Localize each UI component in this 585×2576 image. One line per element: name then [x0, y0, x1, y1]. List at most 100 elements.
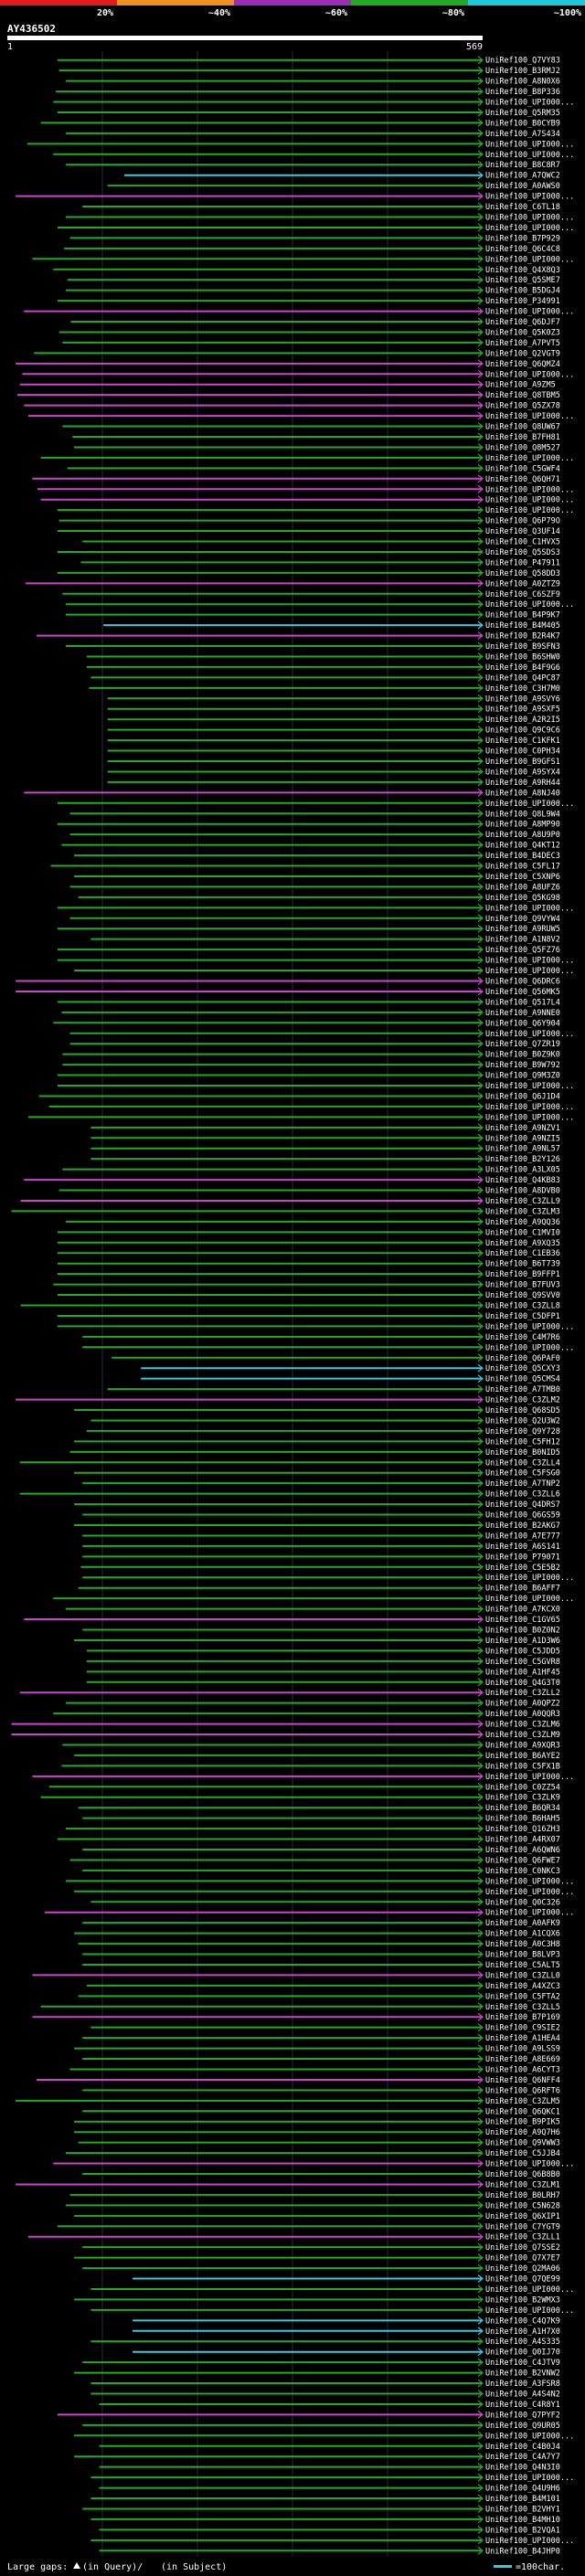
- hit-label: UniRef100_Q0C326: [485, 1898, 560, 1907]
- hit-arrow-icon: [477, 736, 484, 745]
- hit-arrow-icon: [477, 673, 484, 682]
- hit-arrow-icon: [477, 893, 484, 902]
- hit-label: UniRef100_A9SVY6: [485, 694, 560, 704]
- hit-arrow-icon: [477, 1353, 484, 1362]
- hit-label: UniRef100_C1MVI0: [485, 1228, 560, 1237]
- hit-label: UniRef100_C5FSG0: [485, 1469, 560, 1479]
- hit-arrow-icon: [477, 788, 484, 797]
- hit-arrow-icon: [477, 1489, 484, 1499]
- hit-label: UniRef100_C3ZLL5: [485, 2003, 560, 2012]
- hit-label: UniRef100_B2WMX3: [485, 2295, 560, 2305]
- hit-arrow-icon: [477, 903, 484, 912]
- hit-label: UniRef100_C5GWF4: [485, 464, 560, 473]
- hit-arrow-icon: [477, 872, 484, 881]
- hit-arrow-icon: [477, 2190, 484, 2200]
- hit-arrow-icon: [477, 422, 484, 431]
- hit-label: UniRef100_A2R2I5: [485, 716, 560, 725]
- hit-arrow-icon: [477, 799, 484, 808]
- hit-arrow-icon: [477, 108, 484, 117]
- hit-arrow-icon: [477, 1929, 484, 1938]
- hit-arrow-icon: [477, 1897, 484, 1906]
- hit-label: UniRef100_Q4PC87: [485, 673, 560, 683]
- hit-arrow-icon: [477, 1008, 484, 1017]
- hit-label: UniRef100_B6T739: [485, 1260, 560, 1269]
- hit-label: UniRef100_C1EB36: [485, 1249, 560, 1258]
- hit-label: UniRef100_B9PIK5: [485, 2118, 560, 2127]
- hit-label: UniRef100_Q2U3W2: [485, 1416, 560, 1426]
- hit-label: UniRef100_UPI000...: [485, 1103, 574, 1112]
- hit-arrow-icon: [477, 1730, 484, 1739]
- hit-label: UniRef100_UPI000...: [485, 2432, 574, 2441]
- hit-label: UniRef100_C5FX1B: [485, 1762, 560, 1771]
- hit-label: UniRef100_Q7X7E7: [485, 2254, 560, 2263]
- hit-label: UniRef100_UPI000...: [485, 904, 574, 913]
- hit-arrow-icon: [477, 453, 484, 462]
- hit-label: UniRef100_Q6GS59: [485, 1511, 560, 1521]
- hit-arrow-icon: [477, 2106, 484, 2115]
- hit-label: UniRef100_Q6NFF4: [485, 2076, 560, 2085]
- hit-arrow-icon: [477, 2242, 484, 2252]
- hit-label: UniRef100_A3LX05: [485, 1166, 560, 1175]
- hit-label: UniRef100_Q6P79O: [485, 517, 560, 526]
- hit-label: UniRef100_UPI000...: [485, 800, 574, 809]
- hit-label: UniRef100_UPI000...: [485, 2474, 574, 2483]
- hit-label: UniRef100_A0QPZ2: [485, 1700, 560, 1709]
- hit-label: UniRef100_C5FTA2: [485, 1992, 560, 2001]
- hit-arrow-icon: [477, 1342, 484, 1352]
- hit-label: UniRef100_UPI000...: [485, 967, 574, 976]
- hit-label: UniRef100_UPI000...: [485, 193, 574, 202]
- hit-label: UniRef100_A7S434: [485, 130, 560, 139]
- hit-arrow-icon: [477, 359, 484, 368]
- hit-label: UniRef100_C6TL18: [485, 203, 560, 212]
- hit-label: UniRef100_A4XZC3: [485, 1982, 560, 1991]
- hit-arrow-icon: [477, 2023, 484, 2032]
- hit-arrow-icon: [477, 1227, 484, 1236]
- hit-label: UniRef100_Q2VGT9: [485, 349, 560, 358]
- hit-arrow-icon: [477, 1029, 484, 1038]
- hit-arrow-icon: [477, 401, 484, 410]
- hit-label: UniRef100_C5JDD5: [485, 1647, 560, 1656]
- hit-arrow-icon: [477, 1186, 484, 1194]
- hit-arrow-icon: [477, 1091, 484, 1100]
- hit-label: UniRef100_C5ALT5: [485, 1961, 560, 1970]
- hit-arrow-icon: [477, 924, 484, 933]
- hit-label: UniRef100_UPI000...: [485, 1773, 574, 1782]
- hit-arrow-icon: [477, 1531, 484, 1540]
- hit-arrow-icon: [477, 484, 484, 493]
- hit-label: UniRef100_C3ZLM3: [485, 1207, 560, 1216]
- hit-arrow-icon: [477, 1133, 484, 1142]
- hit-label: UniRef100_Q4DRS7: [485, 1500, 560, 1510]
- hit-label: UniRef100_A4S4N2: [485, 2390, 560, 2399]
- hit-label: UniRef100_UPI000...: [485, 1343, 574, 1352]
- hit-label: UniRef100_B2VHY1: [485, 2505, 560, 2514]
- hit-label: UniRef100_UPI000...: [485, 140, 574, 149]
- hit-label: UniRef100_A0QQR3: [485, 1710, 560, 1719]
- hit-label: UniRef100_A9QQ36: [485, 1218, 560, 1227]
- hit-label: UniRef100_A0ZTZ9: [485, 579, 560, 588]
- hit-arrow-icon: [477, 935, 484, 944]
- hit-label: UniRef100_UPI000...: [485, 214, 574, 223]
- hit-label: UniRef100_UPI000...: [485, 957, 574, 966]
- hit-arrow-icon: [477, 1102, 484, 1111]
- hit-arrow-icon: [477, 1615, 484, 1624]
- hit-label: UniRef100_UPI000...: [485, 506, 574, 515]
- hit-label: UniRef100_B6QR34: [485, 1804, 560, 1813]
- hit-arrow-icon: [477, 244, 484, 253]
- hit-label: UniRef100_Q4U9H6: [485, 2485, 560, 2494]
- hit-label: UniRef100_B6AYE2: [485, 1752, 560, 1761]
- hit-arrow-icon: [477, 820, 484, 829]
- hit-label: UniRef100_C0ZZ54: [485, 1783, 560, 1792]
- hit-label: UniRef100_UPI000...: [485, 2537, 574, 2546]
- hit-arrow-icon: [477, 705, 484, 714]
- hit-label: UniRef100_B0NID5: [485, 1448, 560, 1458]
- hit-arrow-icon: [477, 2075, 484, 2084]
- hit-arrow-icon: [477, 2274, 484, 2283]
- hit-label: UniRef100_Q8L9W4: [485, 810, 560, 819]
- hit-label: UniRef100_B4F9G6: [485, 663, 560, 673]
- hit-arrow-icon: [477, 2127, 484, 2136]
- hit-arrow-icon: [477, 1542, 484, 1551]
- hit-arrow-icon: [477, 956, 484, 965]
- hit-arrow-icon: [477, 652, 484, 661]
- hit-label: UniRef100_C3ZLL0: [485, 1971, 560, 1980]
- hit-label: UniRef100_Q16ZH3: [485, 1825, 560, 1834]
